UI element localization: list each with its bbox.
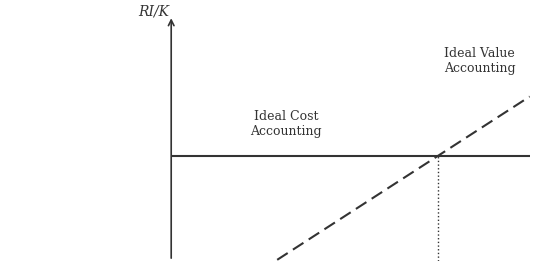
Text: RI/K: RI/K [138,5,169,19]
Text: Ideal Cost
Accounting: Ideal Cost Accounting [250,110,322,138]
Text: Ideal Value
Accounting: Ideal Value Accounting [444,47,515,75]
